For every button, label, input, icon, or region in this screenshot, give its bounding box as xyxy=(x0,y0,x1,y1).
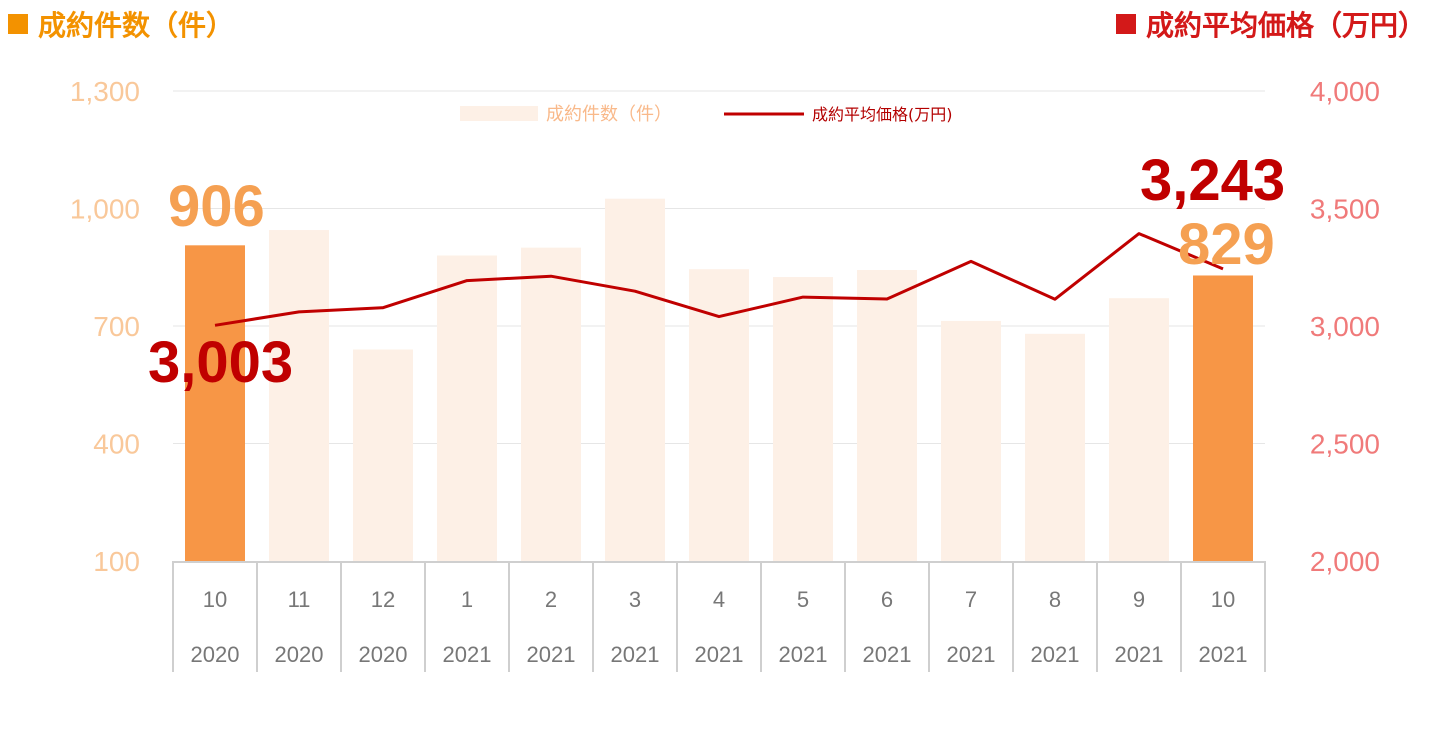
x-month-label: 7 xyxy=(965,587,977,612)
x-year-label: 2021 xyxy=(863,642,912,667)
x-month-label: 12 xyxy=(371,587,395,612)
count-bar xyxy=(1109,298,1169,561)
right-axis-header: 成約平均価格（万円） xyxy=(1115,4,1426,44)
x-year-label: 2021 xyxy=(527,642,576,667)
price-line xyxy=(214,232,1224,327)
x-month-label: 11 xyxy=(288,587,311,612)
left-tick-label: 1,000 xyxy=(70,194,140,225)
count-bar xyxy=(185,245,245,562)
right-axis-title: 成約平均価格（万円） xyxy=(1145,9,1426,42)
legend-line-label: 成約平均価格(万円) xyxy=(812,105,953,124)
legend-bar-swatch xyxy=(460,106,538,121)
first-count-label: 906 xyxy=(168,174,265,239)
x-year-label: 2021 xyxy=(611,642,660,667)
left-axis-header: 成約件数（件） xyxy=(8,4,234,44)
x-year-label: 2021 xyxy=(1115,642,1164,667)
x-month-label: 9 xyxy=(1133,587,1145,612)
count-bar xyxy=(857,269,917,561)
count-bar xyxy=(941,320,1001,561)
count-bar xyxy=(1193,275,1253,561)
x-year-label: 2020 xyxy=(359,642,408,667)
right-tick-label: 2,000 xyxy=(1310,546,1380,577)
count-bar xyxy=(269,230,329,561)
left-tick-label: 100 xyxy=(93,546,140,577)
line-series xyxy=(214,232,1224,327)
legend: 成約件数（件） 成約平均価格(万円) xyxy=(460,104,953,125)
count-bar xyxy=(1025,333,1085,561)
x-month-label: 10 xyxy=(1211,587,1235,612)
bar-series xyxy=(185,198,1253,562)
right-tick-label: 3,500 xyxy=(1310,194,1380,225)
count-bar xyxy=(353,349,413,561)
red-square-icon xyxy=(1115,14,1136,34)
count-bar xyxy=(521,247,581,561)
data-annotations: 906 829 3,003 3,243 xyxy=(148,148,1285,395)
x-month-label: 10 xyxy=(203,587,227,612)
orange-square-icon xyxy=(8,14,28,34)
legend-bar-label: 成約件数（件） xyxy=(546,104,672,125)
left-tick-label: 1,300 xyxy=(70,76,140,107)
count-bar xyxy=(605,198,665,562)
x-year-label: 2020 xyxy=(191,642,240,667)
x-year-label: 2021 xyxy=(443,642,492,667)
x-year-label: 2021 xyxy=(695,642,744,667)
x-axis: 10 2020 11 2020 12 2020 1 2021 2 2021 3 2021 4 2021 5 2… xyxy=(172,561,1266,672)
right-tick-label: 4,000 xyxy=(1310,76,1380,107)
x-month-label: 1 xyxy=(461,587,473,612)
x-year-label: 2020 xyxy=(275,642,324,667)
right-tick-label: 2,500 xyxy=(1310,429,1380,460)
count-bar xyxy=(773,277,833,561)
left-tick-label: 700 xyxy=(93,311,140,342)
x-month-label: 4 xyxy=(713,587,725,612)
last-count-label: 829 xyxy=(1178,212,1275,277)
left-axis-ticks: 1,300 1,000 700 400 100 xyxy=(70,76,140,577)
x-year-label: 2021 xyxy=(1199,642,1248,667)
x-year-label: 2021 xyxy=(779,642,828,667)
count-bar xyxy=(437,255,497,561)
right-tick-label: 3,000 xyxy=(1310,311,1380,342)
last-price-label: 3,243 xyxy=(1140,148,1285,213)
left-tick-label: 400 xyxy=(93,429,140,460)
x-month-label: 2 xyxy=(545,587,557,612)
left-axis-title: 成約件数（件） xyxy=(38,9,235,42)
right-axis-ticks: 4,000 3,500 3,000 2,500 2,000 xyxy=(1310,76,1380,577)
x-month-label: 6 xyxy=(881,587,893,612)
x-month-label: 3 xyxy=(629,587,641,612)
x-month-label: 5 xyxy=(797,587,809,612)
first-price-label: 3,003 xyxy=(148,330,293,395)
x-year-label: 2021 xyxy=(1031,642,1080,667)
x-year-label: 2021 xyxy=(947,642,996,667)
x-month-label: 8 xyxy=(1049,587,1061,612)
